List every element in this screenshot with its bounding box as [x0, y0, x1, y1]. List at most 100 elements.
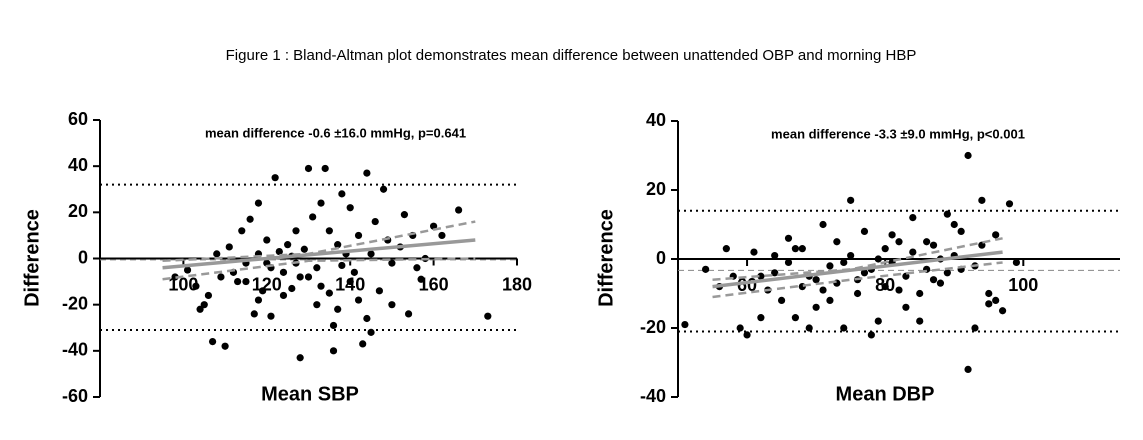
- y-tick-label: 40: [68, 155, 88, 175]
- data-point: [288, 284, 296, 293]
- data-point: [1012, 258, 1021, 267]
- data-point: [363, 314, 371, 323]
- y-tick-label: -60: [62, 386, 88, 406]
- data-point: [254, 199, 263, 207]
- data-point: [192, 282, 200, 290]
- data-point: [847, 196, 855, 204]
- data-point: [957, 227, 965, 235]
- data-point: [812, 303, 820, 311]
- data-point: [413, 264, 421, 272]
- data-point: [354, 231, 363, 240]
- y-tick-label: 0: [656, 248, 666, 268]
- data-point: [895, 238, 903, 246]
- x-axis-label: Mean DBP: [836, 383, 935, 405]
- data-point: [819, 286, 827, 294]
- data-point: [438, 231, 446, 240]
- data-point: [950, 220, 958, 229]
- data-point: [819, 220, 827, 229]
- data-point: [304, 164, 313, 173]
- data-point: [998, 307, 1007, 315]
- confidence-band: [712, 237, 1003, 281]
- data-point: [985, 289, 993, 298]
- data-point: [929, 276, 938, 284]
- data-point: [346, 204, 354, 212]
- data-point: [254, 296, 263, 304]
- data-point: [346, 277, 354, 286]
- data-point: [943, 269, 951, 277]
- data-point: [971, 324, 979, 332]
- data-point: [826, 296, 834, 304]
- data-point: [217, 273, 225, 281]
- data-point: [367, 328, 375, 336]
- data-point: [300, 245, 308, 253]
- data-point: [292, 227, 300, 235]
- data-point: [329, 347, 338, 355]
- data-point: [259, 287, 267, 295]
- y-tick-label: 0: [78, 247, 88, 267]
- data-point: [196, 305, 204, 313]
- data-point: [213, 250, 221, 258]
- data-point: [840, 258, 848, 267]
- regression-line: [162, 238, 476, 270]
- data-point: [902, 303, 910, 311]
- data-point: [455, 206, 463, 214]
- data-point: [833, 238, 841, 246]
- data-point: [702, 265, 710, 273]
- data-point: [484, 312, 492, 320]
- data-point: [936, 279, 945, 287]
- data-point: [888, 231, 896, 239]
- data-point: [238, 227, 246, 235]
- data-point: [234, 277, 242, 286]
- data-point: [867, 331, 875, 339]
- data-point: [826, 262, 834, 270]
- data-point: [992, 296, 1000, 304]
- data-point: [791, 314, 800, 322]
- y-axis-label: Difference: [595, 209, 617, 307]
- data-point: [743, 331, 751, 339]
- data-point: [812, 276, 820, 284]
- annotation: mean difference -3.3 ±9.0 mmHg, p<0.001: [771, 126, 1025, 141]
- data-point: [736, 324, 744, 332]
- data-point: [874, 317, 882, 325]
- data-point: [388, 301, 396, 309]
- data-point: [171, 273, 179, 281]
- x-tick-label: 60: [737, 275, 757, 295]
- data-point: [895, 286, 903, 294]
- data-point: [874, 255, 882, 263]
- data-point: [317, 199, 325, 207]
- data-point: [909, 214, 917, 222]
- annotation: mean difference -0.6 ±16.0 mmHg, p=0.641: [205, 125, 466, 140]
- data-point: [847, 251, 855, 260]
- data-point: [321, 164, 329, 173]
- data-point: [784, 258, 793, 267]
- data-point: [916, 289, 924, 298]
- data-point: [791, 245, 800, 253]
- data-point: [267, 312, 275, 320]
- data-point: [681, 320, 689, 329]
- regression-line: [712, 250, 1003, 289]
- y-tick-label: -40: [62, 340, 88, 360]
- y-tick-label: 60: [68, 109, 88, 129]
- data-point: [805, 324, 813, 332]
- data-point: [909, 248, 917, 256]
- data-point: [334, 241, 342, 249]
- data-point: [964, 151, 972, 160]
- data-point: [304, 273, 313, 281]
- data-point: [350, 268, 358, 276]
- confidence-band: [162, 257, 476, 281]
- data-point: [183, 266, 192, 274]
- data-point: [367, 250, 375, 258]
- data-point: [985, 300, 993, 308]
- x-tick-label: 180: [502, 274, 532, 294]
- data-point: [296, 273, 304, 281]
- data-point: [263, 236, 271, 244]
- data-point: [978, 196, 986, 204]
- data-point: [338, 261, 346, 270]
- data-point: [404, 310, 413, 318]
- data-point: [417, 275, 425, 283]
- data-point: [798, 245, 806, 253]
- data-point: [354, 296, 363, 304]
- data-point: [881, 283, 889, 291]
- y-axis-label: Difference: [21, 209, 43, 307]
- data-point: [208, 338, 217, 346]
